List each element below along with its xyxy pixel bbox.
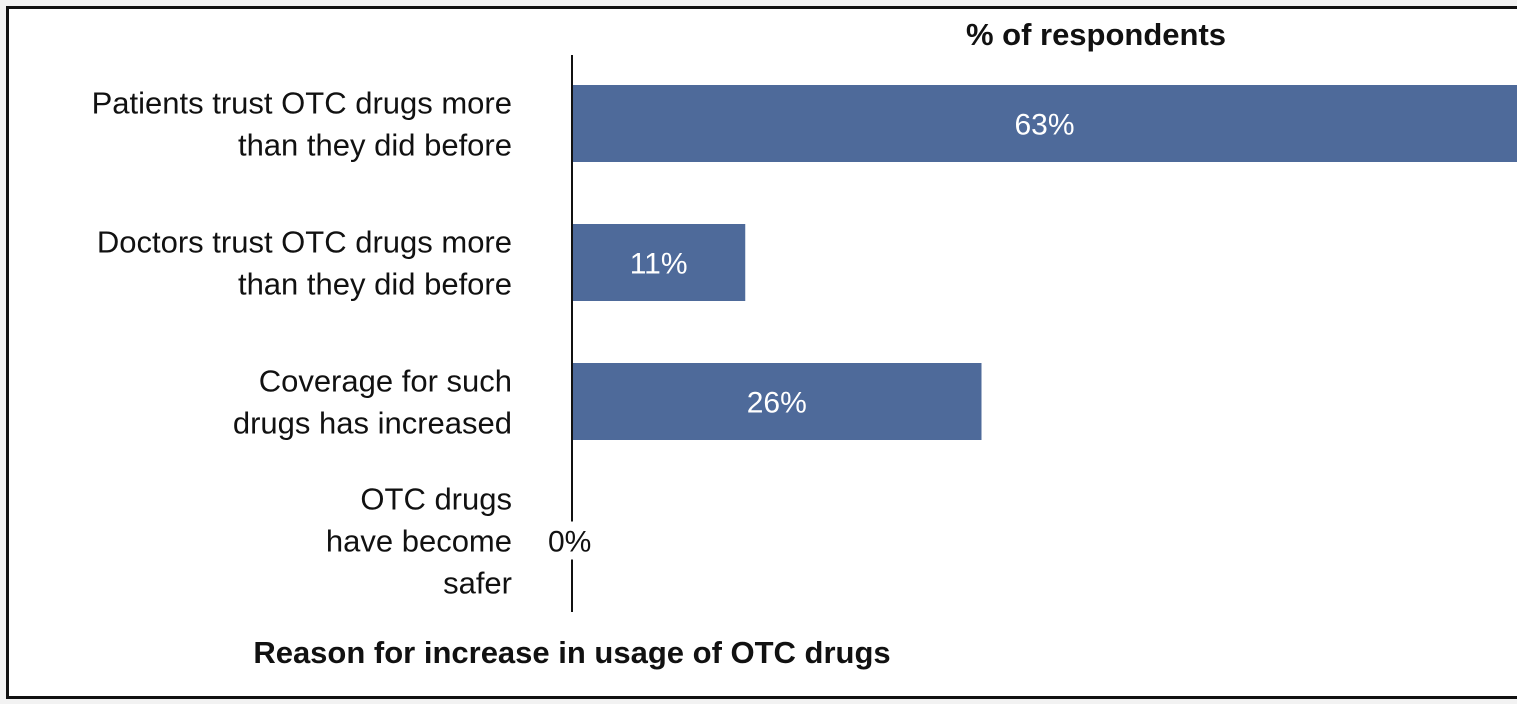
category-label-line: than they did before	[238, 267, 512, 302]
bar-value-label: 11%	[630, 248, 688, 281]
category-label-line: Coverage for such	[259, 364, 512, 399]
category-label-line: OTC drugs	[360, 482, 512, 517]
category-label-line: Doctors trust OTC drugs more	[97, 225, 512, 260]
category-label-line: safer	[443, 566, 512, 601]
axis-label-gap	[568, 521, 576, 560]
category-label: Doctors trust OTC drugs more than they di…	[97, 225, 512, 302]
category-label-line: Patients trust OTC drugs more	[92, 86, 512, 121]
bar	[572, 85, 1517, 162]
bar-value-label: 63%	[1014, 109, 1074, 142]
bottom-axis-title: Reason for increase in usage of OTC drug…	[253, 635, 890, 670]
bar	[572, 224, 746, 301]
category-label-line: drugs has increased	[233, 406, 512, 441]
category-label-line: than they did before	[238, 128, 512, 163]
category-label: Patients trust OTC drugs more than they d…	[92, 86, 512, 163]
bar-value-label: 26%	[747, 387, 807, 420]
category-label: OTC drugs have become safer	[326, 482, 512, 601]
category-labels: Patients trust OTC drugs more than they d…	[92, 86, 512, 601]
top-axis-title: % of respondents	[966, 17, 1226, 52]
bar-value-labels: 63% 11% 26% 0%	[548, 109, 1075, 559]
bars	[572, 85, 1517, 440]
bar-value-label: 0%	[548, 526, 591, 559]
bar	[572, 363, 982, 440]
category-label: Coverage for such drugs has increased	[233, 364, 512, 441]
category-label-line: have become	[326, 524, 512, 559]
